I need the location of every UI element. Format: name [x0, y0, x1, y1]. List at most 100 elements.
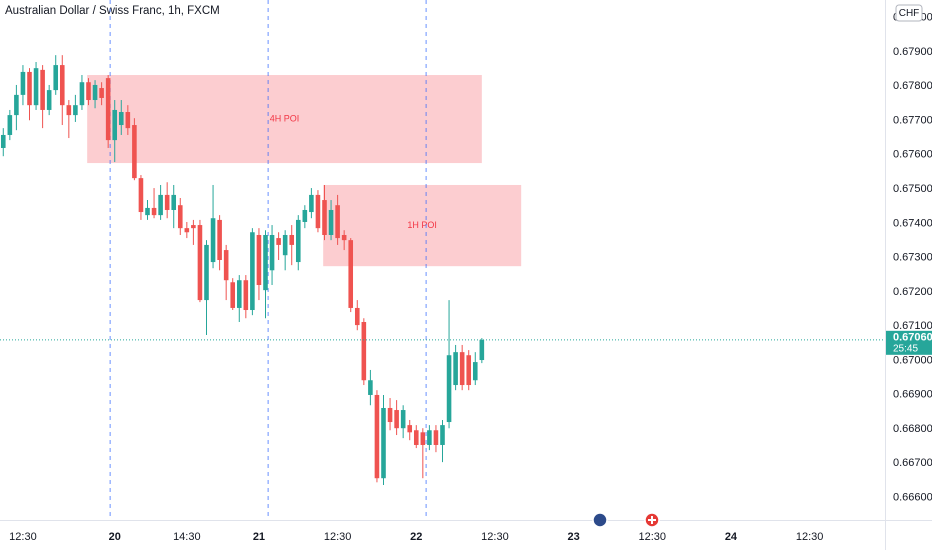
candle-body [413, 430, 419, 445]
y-tick-label: 0.67800 [893, 80, 932, 92]
countdown: 25:45 [893, 343, 918, 354]
candle-body [341, 234, 347, 241]
chart-title: Australian Dollar / Swiss Franc, 1h, FXC… [5, 5, 220, 17]
candle-body [0, 134, 6, 148]
candle-body [145, 207, 150, 216]
candle-body [440, 425, 445, 445]
candle-body [59, 65, 65, 106]
candle-body [14, 94, 19, 116]
candle-body [374, 394, 380, 479]
candle-body [289, 234, 295, 245]
candle-body [427, 430, 432, 445]
x-tick-label: 20 [109, 531, 121, 543]
x-tick-label: 12:30 [639, 531, 667, 543]
y-tick-label: 0.67000 [893, 354, 932, 366]
candle-body [282, 234, 288, 256]
candle-body [151, 207, 157, 216]
candle-body [472, 362, 478, 381]
candle-body [73, 105, 78, 116]
candle-body [381, 407, 386, 479]
zone-label: 4H POI [270, 113, 300, 123]
candle-body [164, 194, 170, 210]
candle-body [86, 82, 91, 101]
currency-badge [895, 4, 923, 22]
candle-body [361, 322, 367, 381]
candle-body [459, 352, 465, 386]
candle-body [394, 410, 399, 429]
candle-body [466, 355, 472, 386]
candle-body [27, 71, 32, 106]
last-price-label: 0.67060 [893, 332, 932, 344]
candle-body [446, 355, 452, 423]
candle-body [263, 234, 268, 291]
poi-zone [323, 184, 522, 267]
candle-body [191, 225, 196, 229]
x-tick-label: 21 [253, 531, 265, 543]
candle-body [479, 339, 485, 361]
y-tick-label: 0.66800 [893, 423, 932, 435]
candle-body [433, 430, 439, 445]
candle-body [309, 194, 314, 213]
y-tick-label: 0.66700 [893, 457, 932, 469]
candle-body [387, 407, 393, 423]
candle-body [177, 205, 183, 229]
y-tick-label: 0.67700 [893, 114, 932, 126]
y-tick-label: 0.67100 [893, 320, 932, 332]
candle-body [243, 280, 249, 311]
y-tick-label: 0.67200 [893, 286, 932, 298]
candle-body [420, 432, 426, 445]
x-tick-label: 23 [567, 531, 579, 543]
candle-body [118, 112, 124, 126]
y-tick-label: 0.67400 [893, 217, 932, 229]
candle-body [7, 115, 13, 135]
x-tick-label: 12:30 [796, 531, 824, 543]
y-tick-label: 0.67500 [893, 183, 932, 195]
candle-body [302, 209, 308, 222]
flag-icon[interactable] [592, 512, 608, 528]
candle-body [197, 225, 203, 301]
candle-body [105, 78, 111, 141]
candle-body [217, 219, 222, 260]
candle-body [33, 68, 39, 106]
candle-body [315, 194, 321, 229]
x-tick-label: 12:30 [324, 531, 352, 543]
candle-body [256, 234, 262, 286]
candle-body [99, 88, 104, 98]
candle-body [453, 352, 458, 386]
event-icon[interactable] [592, 512, 608, 528]
candle-body [276, 238, 281, 245]
candle-body [335, 205, 340, 239]
candle-body [79, 82, 85, 106]
candle-body [368, 380, 373, 395]
candle-body [138, 178, 144, 213]
candle-body [40, 69, 45, 110]
candle-body [20, 71, 26, 95]
candle-body [295, 219, 301, 263]
y-tick-label: 0.67300 [893, 252, 932, 264]
x-tick-label: 22 [410, 531, 422, 543]
candle-body [400, 410, 406, 429]
candle-body [269, 234, 275, 271]
candle-body [125, 112, 131, 129]
candle-body [348, 240, 354, 308]
x-tick-label: 14:30 [173, 531, 201, 543]
candle-body [46, 90, 52, 110]
y-tick-label: 0.66900 [893, 389, 932, 401]
candle-body [66, 105, 72, 116]
x-tick-label: 12:30 [9, 531, 37, 543]
candle-body [158, 194, 163, 216]
event-icon[interactable] [644, 512, 660, 528]
zone-label: 1H POI [407, 220, 437, 230]
candle-body [112, 109, 118, 141]
candle-body [322, 200, 327, 235]
last-price-box [886, 330, 932, 355]
candle-body [236, 280, 242, 308]
candle-body [184, 228, 190, 233]
candle-body [407, 425, 413, 433]
y-tick-label: 0.67600 [893, 149, 932, 161]
candle-body [210, 218, 216, 263]
candle-body [92, 84, 98, 101]
candle-body [354, 307, 360, 326]
